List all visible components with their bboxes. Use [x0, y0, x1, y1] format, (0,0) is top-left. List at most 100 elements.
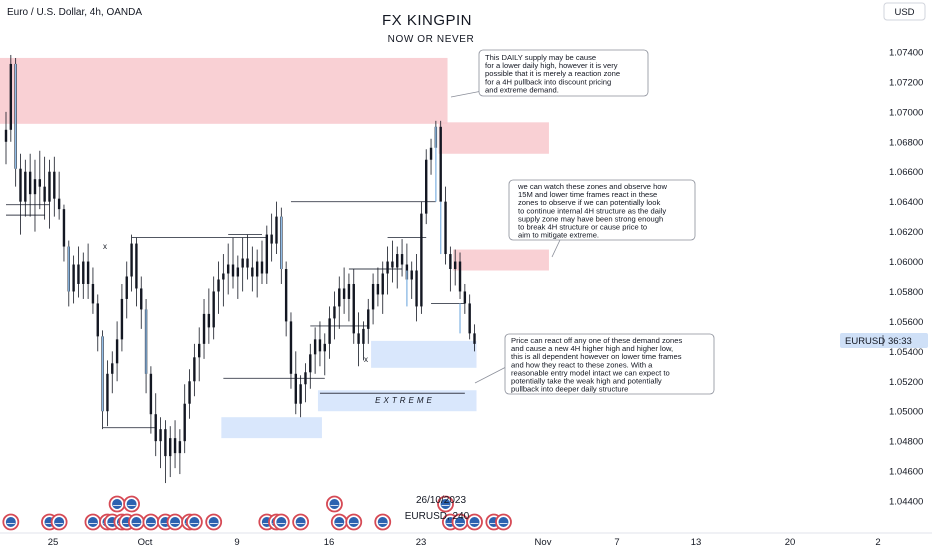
candle-body [193, 357, 196, 382]
event-markers[interactable] [2, 495, 512, 531]
us-event-flag-icon[interactable] [84, 513, 102, 531]
candle-body [43, 186, 46, 202]
current-price-tag[interactable]: EURUSD 36:33 [840, 333, 928, 348]
candle-body [106, 373, 109, 412]
candle-body [125, 276, 128, 299]
us-event-flag-icon[interactable] [142, 513, 160, 531]
candle-21 [106, 360, 109, 427]
zones-layer [0, 57, 549, 439]
us-event-flag-icon[interactable] [205, 513, 223, 531]
candle-body [217, 279, 220, 292]
us-event-flag-icon[interactable] [272, 513, 290, 531]
candle-58 [284, 261, 288, 337]
us-event-flag-icon[interactable] [108, 495, 126, 513]
candle-75 [367, 298, 370, 344]
candle-6 [33, 159, 37, 232]
us-event-flag-icon[interactable] [451, 513, 469, 531]
candle-65 [318, 321, 322, 367]
event-core [126, 499, 137, 509]
price-tick-label: 1.07200 [889, 77, 923, 88]
candle-body [111, 363, 114, 374]
displacement-candle-1 [68, 246, 70, 292]
event-core [295, 517, 306, 527]
candle-body [294, 373, 297, 404]
candle-28 [140, 276, 143, 329]
candle-body [222, 273, 225, 280]
candle-body [444, 201, 447, 255]
currency-button[interactable]: USD [883, 2, 926, 21]
symbol-label[interactable]: Euro / U.S. Dollar, 4h, OANDA [7, 7, 142, 18]
candle-body [57, 198, 61, 210]
us-event-flag-icon[interactable] [166, 513, 184, 531]
candle-body [130, 243, 133, 277]
candle-88 [429, 138, 433, 175]
us-event-flag-icon[interactable] [345, 513, 363, 531]
candle-body [420, 213, 423, 307]
price-tick-label: 1.05200 [889, 377, 923, 388]
us-event-flag-icon[interactable] [466, 513, 483, 531]
note-daily-supply[interactable]: This DAILY supply may be cause for a lowe… [450, 49, 649, 98]
us-event-flag-icon[interactable] [185, 513, 203, 531]
price-tick-label: 1.06200 [889, 227, 923, 238]
supply-zone-0 [0, 57, 448, 124]
candle-body [449, 254, 452, 270]
candle-body [159, 429, 162, 442]
price-tick-label: 1.05400 [889, 347, 923, 358]
time-tick-label: 2 [875, 537, 880, 548]
price-tick-label: 1.06600 [889, 167, 923, 178]
candle-body [260, 261, 264, 274]
us-event-flag-icon[interactable] [2, 513, 20, 531]
price-tick-label: 1.06800 [889, 137, 923, 148]
candle-body [164, 429, 167, 457]
note-line: Price can react off any one of these dem… [511, 336, 682, 345]
candle-96 [468, 294, 471, 340]
us-event-flag-icon[interactable] [495, 513, 512, 531]
candle-10 [53, 156, 56, 217]
us-event-flag-icon[interactable] [374, 513, 392, 531]
candle-62 [304, 363, 307, 403]
us-event-flag-icon[interactable] [330, 513, 348, 531]
candle-body [313, 339, 317, 355]
candle-14 [72, 255, 75, 304]
time-tick-label: 25 [48, 537, 59, 548]
price-tick-label: 1.04400 [889, 497, 923, 508]
note-zones[interactable]: we can watch these zones and observe how… [508, 179, 696, 258]
candle-85 [415, 254, 418, 322]
candle-74 [362, 321, 365, 361]
candle-body [231, 264, 235, 277]
us-event-flag-icon[interactable] [128, 513, 145, 531]
demand-zone-3 [371, 340, 477, 368]
candle-63 [309, 343, 312, 389]
price-tick-label: 1.04600 [889, 467, 923, 478]
time-axis[interactable]: 25 Oct 9 16 23 Nov 7 13 20 2 [48, 537, 881, 548]
note-demand[interactable]: Price can react off any one of these dem… [474, 333, 715, 395]
candle-body [77, 264, 80, 284]
candle-41 [202, 298, 206, 359]
note-demand-text: Price can react off any one of these dem… [511, 336, 682, 394]
price-axis[interactable]: 1.07400 1.07200 1.07000 1.06800 1.06600 1.064… [889, 47, 923, 507]
note-line: supply zone may have been strong enough [518, 214, 663, 223]
candle-body [381, 273, 384, 295]
candle-body [309, 354, 312, 373]
candle-53 [260, 240, 264, 284]
event-core [145, 517, 156, 527]
candle-body [38, 179, 42, 187]
us-event-flag-icon[interactable] [292, 513, 310, 531]
candle-59 [289, 312, 293, 389]
candle-body [72, 264, 75, 292]
event-core [112, 499, 123, 509]
us-event-flag-icon[interactable] [50, 513, 68, 531]
us-event-flag-icon[interactable] [123, 495, 140, 513]
event-core [131, 517, 142, 527]
candles-layer [4, 54, 476, 484]
candle-44 [217, 261, 220, 314]
candle-45 [222, 254, 225, 307]
candle-86 [420, 201, 423, 314]
us-event-flag-icon[interactable] [326, 495, 343, 513]
note-line: we can watch these zones and observe how [517, 182, 668, 191]
us-event-flag-icon[interactable] [437, 495, 454, 513]
candle-body [96, 303, 99, 337]
candle-body [207, 313, 211, 328]
candle-body [439, 126, 442, 202]
